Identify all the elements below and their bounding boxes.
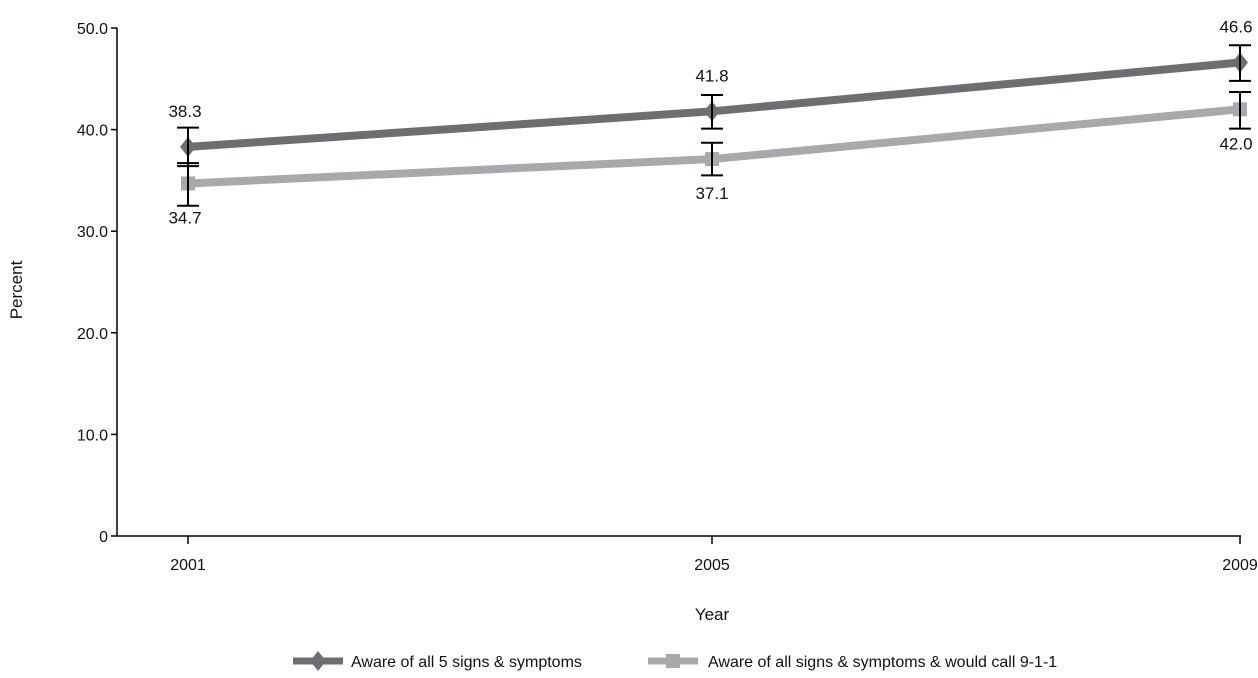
legend-item: Aware of all 5 signs & symptoms: [293, 651, 582, 671]
error-bar: [701, 94, 723, 130]
y-tick-label: 50.0: [77, 21, 108, 38]
y-tick-label: 40.0: [77, 123, 108, 140]
x-ticks: 2001 2005 2009: [170, 536, 1258, 574]
data-point: [1229, 91, 1251, 130]
plot-area: 38.3 41.8 46.6 34.7 37.1 42.0: [168, 18, 1252, 228]
y-tick-label: 10.0: [77, 427, 108, 444]
y-tick-label: 20.0: [77, 326, 108, 343]
diamond-marker: [310, 651, 326, 671]
error-bar: [177, 126, 199, 168]
square-marker: [666, 654, 680, 668]
data-label: 37.1: [695, 184, 728, 203]
y-ticks: 0 10.0 20.0 30.0 40.0 50.0: [77, 21, 117, 546]
data-point: [701, 94, 723, 130]
x-tick-label: 2001: [170, 557, 206, 574]
data-label: 38.3: [168, 102, 201, 121]
series-line: [187, 105, 1241, 188]
legend-label: Aware of all 5 signs & symptoms: [351, 654, 582, 671]
data-point: [177, 162, 199, 207]
error-bar: [1229, 44, 1251, 82]
x-tick-label: 2009: [1222, 557, 1258, 574]
y-tick-label: 30.0: [77, 224, 108, 241]
data-label: 34.7: [168, 208, 201, 227]
legend: Aware of all 5 signs & symptoms Aware of …: [293, 651, 1057, 671]
legend-item: Aware of all signs & symptoms & would ca…: [648, 654, 1057, 671]
data-point: [701, 141, 723, 177]
x-axis-title: Year: [695, 605, 730, 624]
error-bar: [1229, 91, 1251, 130]
data-point: [177, 126, 199, 168]
data-point: [1229, 44, 1251, 82]
data-label: 42.0: [1219, 134, 1252, 153]
data-label: 41.8: [695, 66, 728, 85]
x-tick-label: 2005: [694, 557, 730, 574]
legend-label: Aware of all signs & symptoms & would ca…: [708, 654, 1057, 671]
error-bar: [701, 141, 723, 177]
y-tick-label: 0: [99, 529, 108, 546]
data-label: 46.6: [1219, 18, 1252, 37]
y-axis-title: Percent: [7, 260, 26, 319]
axes: [116, 28, 1241, 537]
